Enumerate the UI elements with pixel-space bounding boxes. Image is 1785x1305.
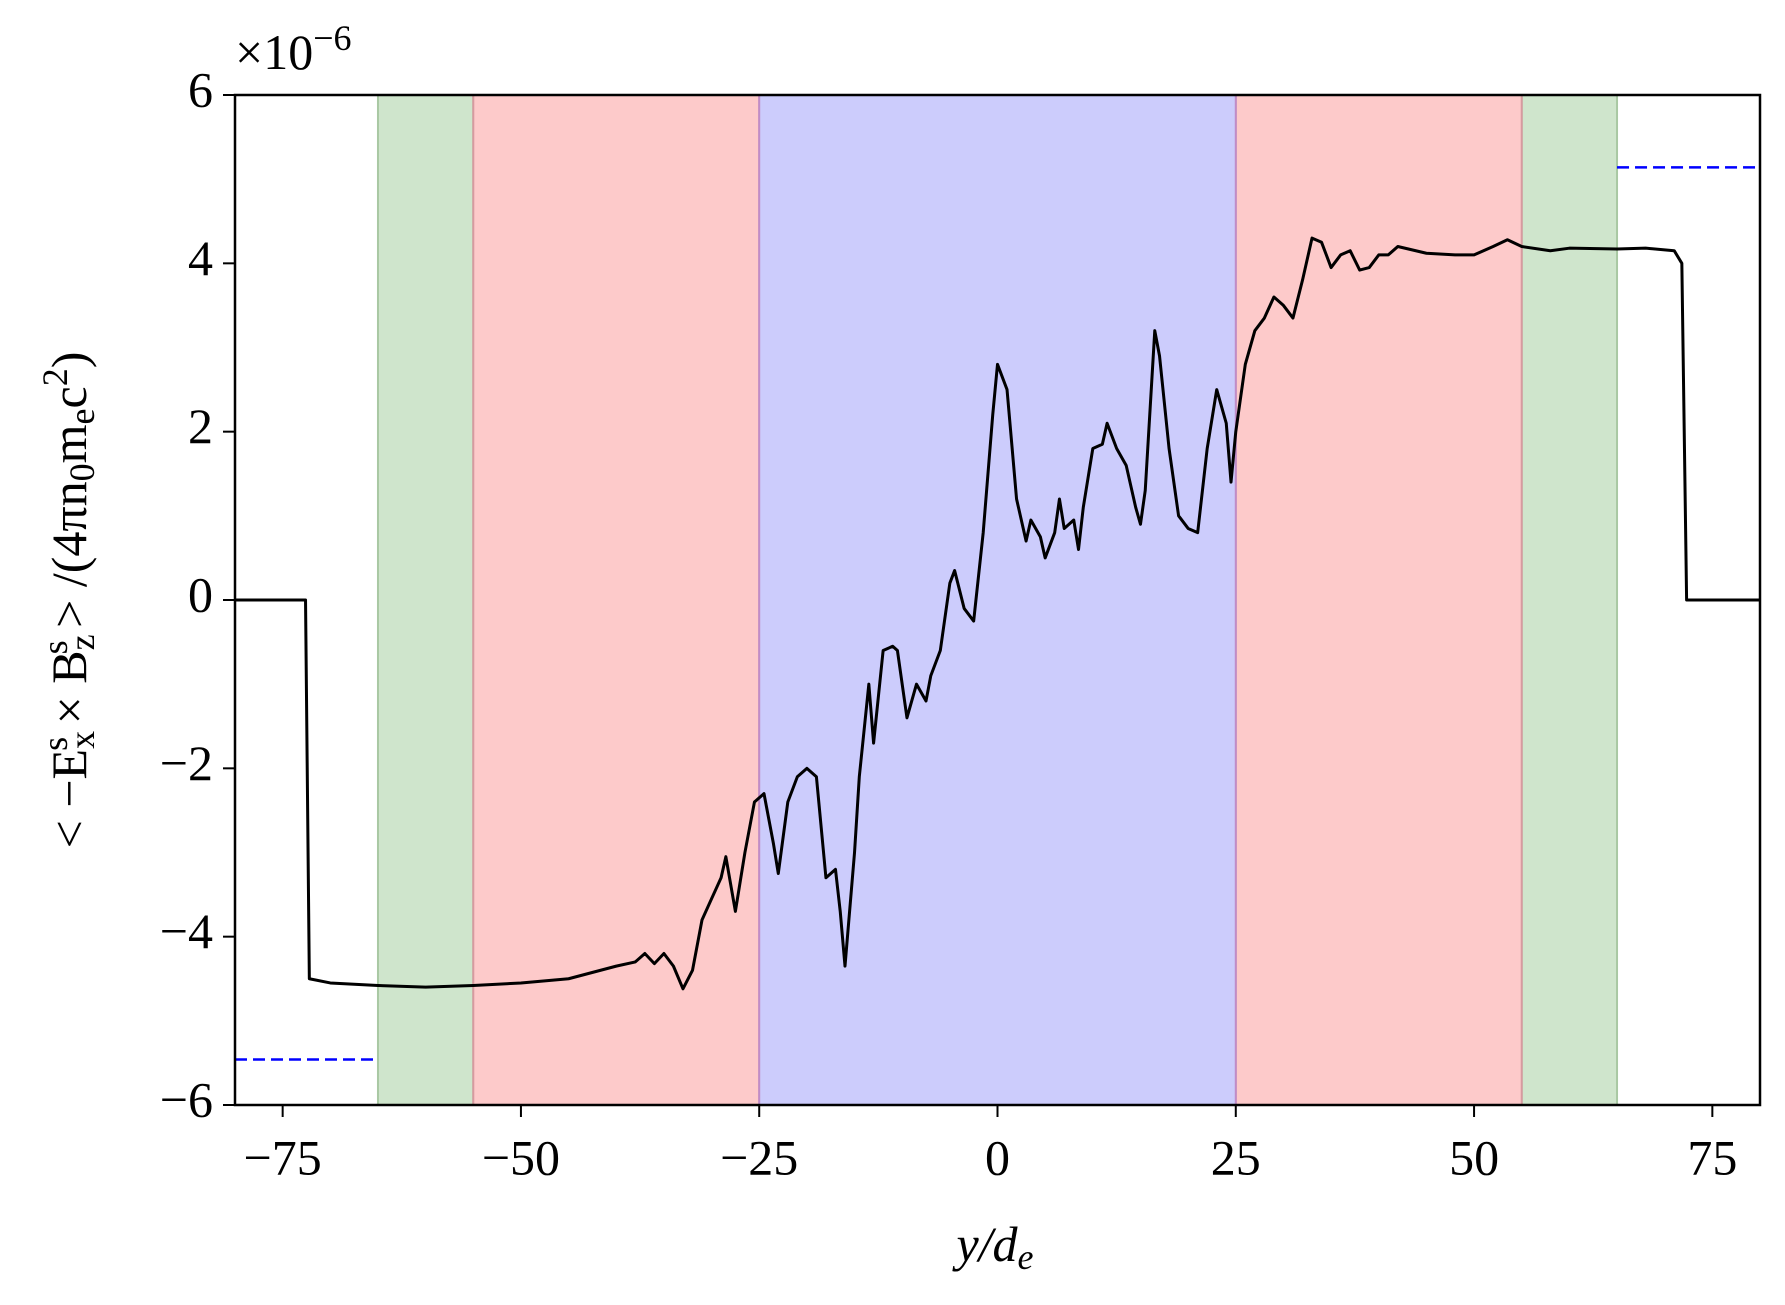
shaded-region [1235,95,1522,1105]
label-part: x [62,731,102,749]
x-tick-label: 25 [1211,1129,1261,1185]
x-tick-label: −75 [244,1129,322,1185]
label-part: y/d [951,1216,1018,1272]
label-part: 0 [62,463,102,481]
x-tick-label: 75 [1687,1129,1737,1185]
y-tick-label: −4 [160,903,213,959]
label-part: > /(4πn [41,481,97,640]
y-tick-label: −6 [160,1071,213,1127]
y-tick-label: −2 [160,735,213,791]
label-part: c [41,386,97,408]
y-offset-text: ×10−6 [235,18,352,80]
label-part: s [35,737,75,751]
x-axis-label: y/de [951,1216,1033,1277]
label-part: 2 [35,368,75,386]
y-tick-label: 6 [188,61,213,117]
label-part: m [41,424,97,463]
y-tick-label: 0 [188,566,213,622]
shaded-region [759,95,1236,1105]
x-tick-label: 0 [985,1129,1010,1185]
label-part: × B [41,650,97,737]
x-tick-label: −25 [720,1129,798,1185]
shaded-region [1521,95,1618,1105]
shaded-region [473,95,760,1105]
label-part: s [35,640,75,654]
label-part: < −E [41,749,97,848]
label-part: ) [41,352,97,369]
label-part: e [1018,1237,1034,1277]
shaded-region [377,95,474,1105]
label-part: ×10 [235,24,313,80]
x-tick-label: −50 [482,1129,560,1185]
label-part: −6 [313,18,351,58]
label-part: e [62,408,102,424]
y-tick-label: 2 [188,398,213,454]
data-line [235,236,1760,991]
y-tick-label: 4 [188,230,213,286]
y-axis-label: < −Exs × Bzs > /(4πn0mec2) [35,352,102,849]
x-tick-label: 50 [1449,1129,1499,1185]
label-part: z [62,634,102,650]
